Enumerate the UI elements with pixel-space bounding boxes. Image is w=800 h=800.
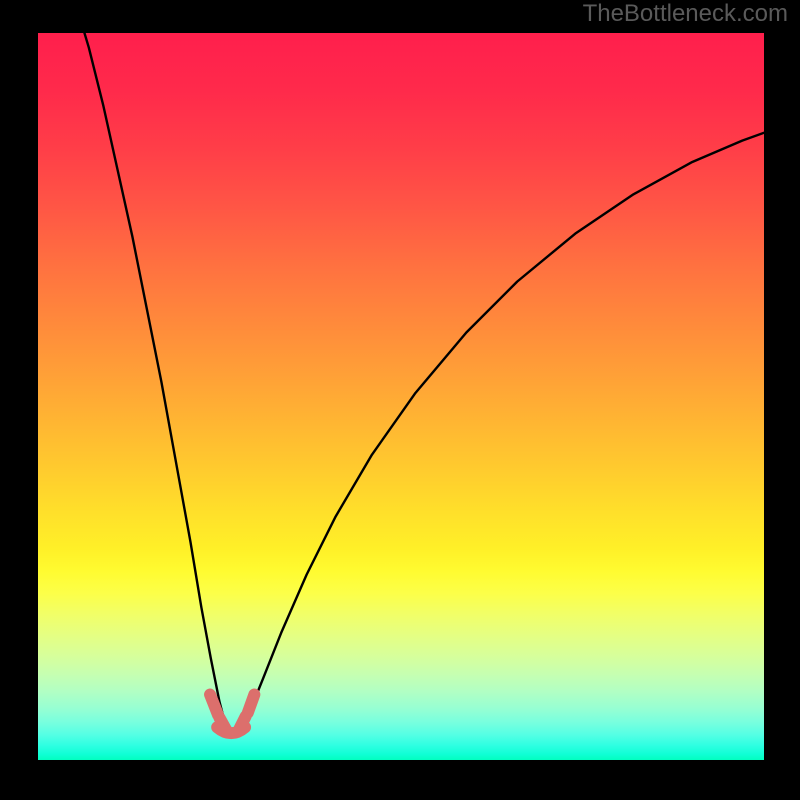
gradient-plot-area [38,33,764,760]
watermark-text: TheBottleneck.com [583,0,788,28]
chart-stage: TheBottleneck.com [0,0,800,800]
chart-svg [0,0,800,800]
